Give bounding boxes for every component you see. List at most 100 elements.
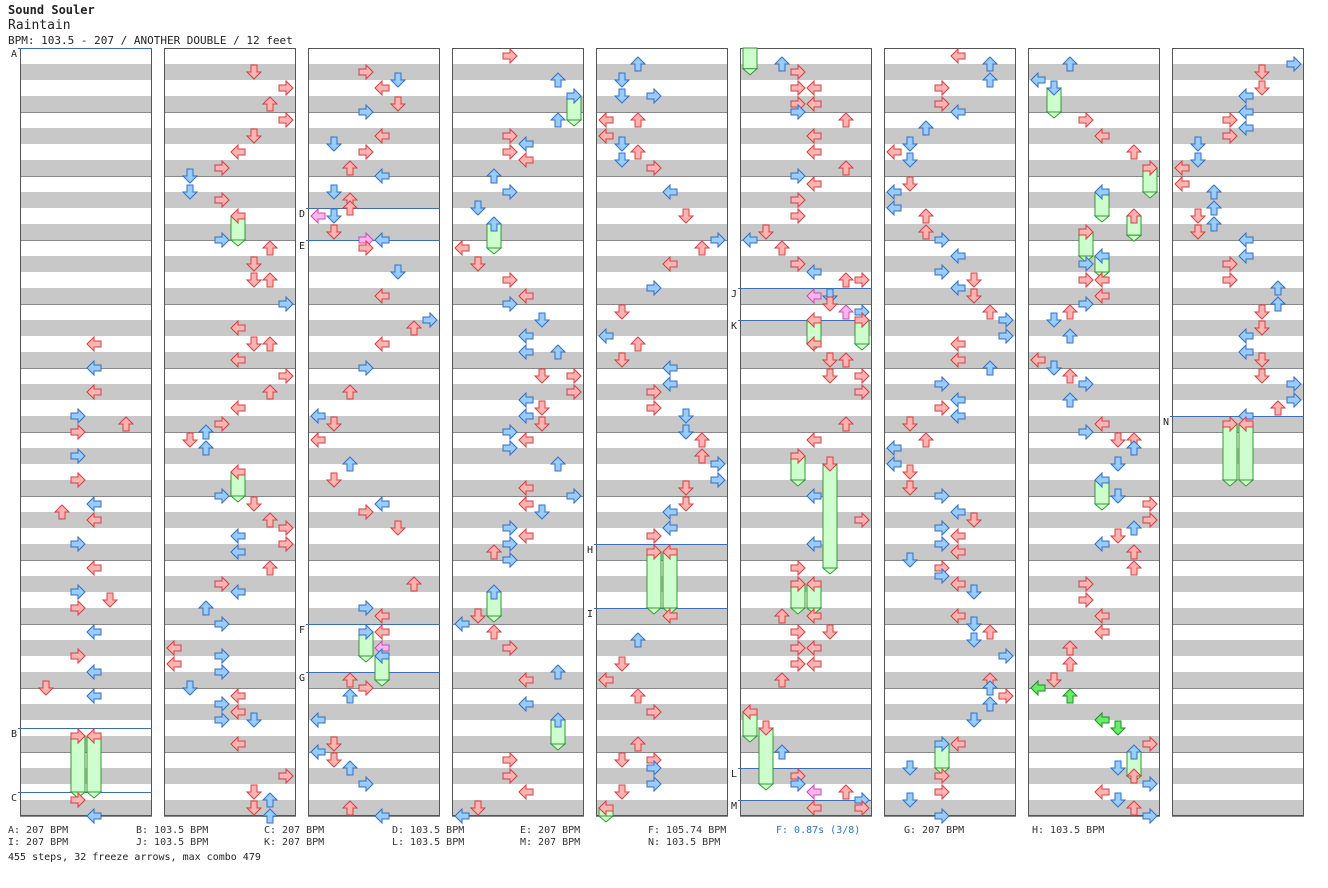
step-arrow-icon [790,255,806,273]
beat-row [20,192,152,208]
beat-row [884,640,1016,656]
step-arrow-icon [677,480,695,496]
step-arrow-icon [230,463,246,481]
beat-row [164,416,296,432]
step-arrow-icon [710,471,726,489]
beat-row [740,480,872,496]
beat-row [884,160,1016,176]
step-arrow-icon [934,263,950,281]
step-arrow-icon [1094,287,1110,305]
beat-row [1028,800,1160,816]
section-marker-label: B [11,729,17,740]
speed-legend-item: D: 103.5 BPM [392,825,465,836]
step-arrow-icon [821,456,839,472]
step-arrow-icon [374,807,390,825]
step-arrow-icon [405,576,423,592]
step-arrow-icon [950,351,966,369]
step-arrow-icon [454,615,470,633]
section-marker-label: G [299,673,305,684]
step-arrow-icon [1094,535,1110,553]
step-arrow-icon [901,480,919,496]
step-arrow-icon [374,623,390,641]
step-arrow-icon [981,624,999,640]
beat-row [164,672,296,688]
step-arrow-icon [502,127,518,145]
step-arrow-icon [70,471,86,489]
chart-column [884,48,1016,817]
step-arrow-icon [1238,343,1254,361]
step-arrow-icon [230,687,246,705]
beat-row [596,320,728,336]
step-arrow-icon [1125,208,1143,224]
step-arrow-icon [965,632,983,648]
beat-row [1172,704,1304,720]
beat-row [596,160,728,176]
chart-column [740,48,872,817]
step-arrow-icon [325,736,343,752]
freeze-arrow-body [646,551,662,609]
step-arrow-icon [934,487,950,505]
step-arrow-icon [278,535,294,553]
step-arrow-icon [646,543,662,561]
freeze-arrow-tail [1237,479,1255,487]
beat-row [164,800,296,816]
step-arrow-icon [549,712,567,728]
step-arrow-icon [230,543,246,561]
step-arrow-icon [1109,720,1127,736]
step-arrow-icon [677,208,695,224]
step-arrow-icon [1078,295,1094,313]
step-arrow-icon [1125,768,1143,784]
step-arrow-icon [934,519,950,537]
beat-row [884,512,1016,528]
step-arrow-icon [806,311,822,329]
freeze-arrow-body [822,463,838,569]
step-arrow-icon [1061,368,1079,384]
step-arrow-icon [502,551,518,569]
step-arrow-icon [1174,159,1190,177]
beat-row [308,352,440,368]
step-arrow-icon [662,359,678,377]
step-arrow-icon [677,496,695,512]
beat-row [452,384,584,400]
beat-row [740,576,872,592]
step-arrow-icon [613,304,631,320]
step-arrow-icon [757,224,775,240]
step-arrow-icon [533,368,551,384]
step-arrow-icon [485,544,503,560]
speed-legend-item: F: 105.74 BPM [648,825,727,836]
step-arrow-icon [502,439,518,457]
beat-row [1172,128,1304,144]
step-arrow-icon [518,527,534,545]
step-arrow-icon [374,79,390,97]
step-arrow-icon [1061,656,1079,672]
beat-row [596,800,728,816]
beat-row [308,800,440,816]
beat-row [884,448,1016,464]
step-arrow-icon [1125,744,1143,760]
step-arrow-icon [230,703,246,721]
step-arrow-icon [1125,544,1143,560]
step-arrow-icon [1078,423,1094,441]
freeze-arrow-tail [789,607,807,615]
step-arrow-icon [469,800,487,816]
step-arrow-icon [214,711,230,729]
step-arrow-icon [806,575,822,593]
step-arrow-icon [950,575,966,593]
beat-row [740,224,872,240]
step-arrow-icon [86,687,102,705]
step-arrow-icon [325,224,343,240]
step-arrow-icon [1109,760,1127,776]
step-arrow-icon [950,103,966,121]
step-arrow-icon [358,359,374,377]
step-arrow-icon [773,744,791,760]
beat-row [740,704,872,720]
section-marker-label: N [1163,417,1169,428]
beat-row [1028,736,1160,752]
step-arrow-icon [341,200,359,216]
speed-legend-item: B: 103.5 BPM [136,825,209,836]
step-arrow-icon [1094,607,1110,625]
beat-row [1028,192,1160,208]
beat-row [740,320,872,336]
step-arrow-icon [1222,415,1238,433]
